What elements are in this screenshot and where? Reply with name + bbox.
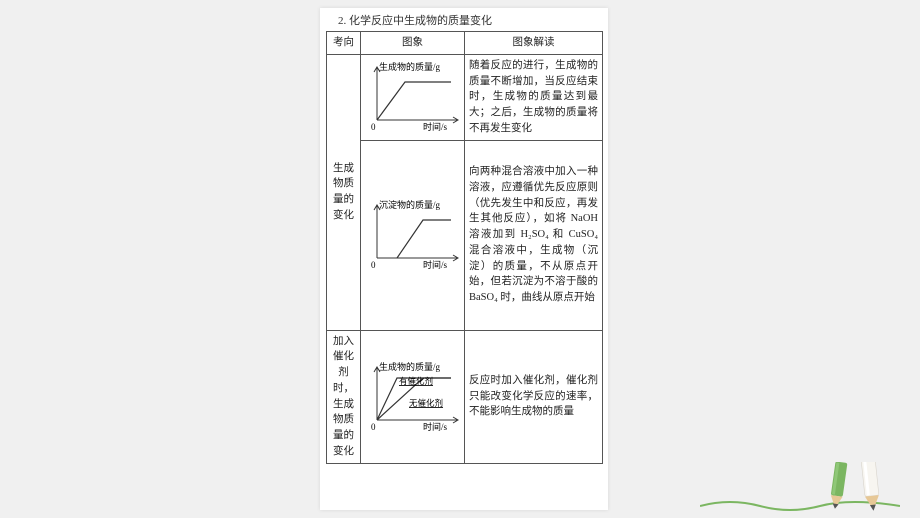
header-topic: 考向 [327,32,361,55]
graph-origin: 0 [371,422,376,432]
header-desc: 图象解读 [465,32,603,55]
table-row: 沉淀物的质量/g 0 时间/s 向两种混合溶液中加入一种溶液，应遵循优先反应原则… [327,140,603,330]
topic-cell: 加入催化剂时，生成物质量的变化 [327,330,361,463]
table-row: 生成物质量的变化 生成物的质量/g 0 时间/s 随着反应的进行，生成物的质量不… [327,54,603,140]
curve-label-catalyst: 有催化剂 [399,376,433,386]
table-header-row: 考向 图象 图象解读 [327,32,603,55]
graph-xlabel: 时间/s [423,421,448,432]
graph-cell: 生成物的质量/g 有催化剂 无催化剂 0 时间/s [361,330,465,463]
topic-cell: 生成物质量的变化 [327,54,361,330]
desc-cell: 向两种混合溶液中加入一种溶液，应遵循优先反应原则（优先发生中和反应，再发生其他反… [465,140,603,330]
section-title: 2. 化学反应中生成物的质量变化 [320,8,608,31]
graph-ylabel: 生成物的质量/g [379,361,441,372]
content-table: 考向 图象 图象解读 生成物质量的变化 生成物的质量/g 0 时间/s 随着反应… [326,31,603,464]
graph-cell: 沉淀物的质量/g 0 时间/s [361,140,465,330]
header-graph: 图象 [361,32,465,55]
table-row: 加入催化剂时，生成物质量的变化 生成物的质量/g 有催化剂 无催化剂 0 时间/… [327,330,603,463]
graph-cell: 生成物的质量/g 0 时间/s [361,54,465,140]
graph-catalyst: 生成物的质量/g 有催化剂 无催化剂 0 时间/s [365,360,463,434]
document-page: 2. 化学反应中生成物的质量变化 考向 图象 图象解读 生成物质量的变化 生成物… [320,8,608,510]
graph-origin: 0 [371,122,376,132]
graph-ylabel: 沉淀物的质量/g [379,199,441,210]
desc-cell: 反应时加入催化剂，催化剂只能改变化学反应的速率，不能影响生成物的质量 [465,330,603,463]
graph-xlabel: 时间/s [423,121,448,132]
graph-precipitate-mass: 沉淀物的质量/g 0 时间/s [365,198,463,272]
curve-label-no-catalyst: 无催化剂 [409,398,443,408]
graph-product-mass: 生成物的质量/g 0 时间/s [365,60,463,134]
pencil-decoration [700,462,900,512]
graph-origin: 0 [371,260,376,270]
graph-ylabel: 生成物的质量/g [379,61,441,72]
graph-xlabel: 时间/s [423,259,448,270]
desc-cell: 随着反应的进行，生成物的质量不断增加，当反应结束时，生成物的质量达到最大；之后，… [465,54,603,140]
